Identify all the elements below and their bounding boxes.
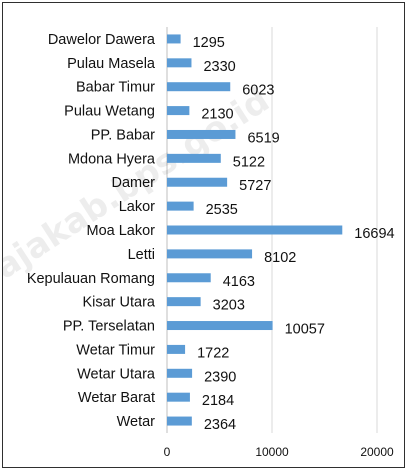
category-label: Pulau Masela [67,56,156,72]
bar [167,416,192,426]
category-label: Lakor [119,199,155,215]
category-label: Pulau Wetang [64,104,155,120]
category-label: Wetar Barat [78,390,155,406]
category-label: Wetar Utara [77,366,156,382]
value-label: 1295 [193,35,225,51]
category-label: PP. Terselatan [63,319,155,335]
value-label: 10057 [285,322,325,338]
category-label: Letti [128,247,155,263]
category-label: Kepulauan Romang [27,271,155,287]
bar [167,58,192,68]
value-label: 2364 [204,417,236,433]
chart-frame: ajakab.bps.go.id 0 10000 20000 Dawelor Dawe… [2,2,405,468]
category-label: Babar Timur [76,80,155,96]
bar [167,368,193,378]
bar [167,225,343,235]
bar [167,344,186,354]
bar [167,297,201,307]
bar [167,249,253,259]
value-label: 2535 [206,202,238,218]
bar [167,201,194,211]
value-label: 6519 [247,130,279,146]
category-label: Kisar Utara [82,295,155,311]
labels: 0 10000 20000 Dawelor Dawera 1295 Pulau Masel… [27,32,395,459]
category-label: Wetar Timur [76,342,155,358]
category-label: PP. Babar [91,127,155,143]
category-label: Damer [111,175,155,191]
category-label: Dawelor Dawera [48,32,156,48]
bar [167,321,273,331]
bar [167,129,236,139]
value-label: 2184 [202,393,234,409]
x-tick-label: 10000 [255,445,289,459]
category-label: Wetar [117,414,156,430]
x-tick-label: 20000 [360,445,394,459]
x-tick-label: 0 [164,445,171,459]
value-label: 2330 [203,59,235,75]
value-label: 1722 [197,345,229,361]
bar [167,392,190,402]
value-label: 5122 [233,154,265,170]
value-label: 4163 [223,274,255,290]
bar [167,34,181,44]
value-label: 8102 [264,250,296,266]
bar [167,82,231,92]
bar [167,106,190,116]
bar [167,153,221,163]
category-label: Mdona Hyera [68,151,156,167]
value-label: 3203 [213,298,245,314]
value-label: 5727 [239,178,271,194]
category-label: Moa Lakor [86,223,155,239]
value-label: 2130 [201,107,233,123]
value-label: 2390 [204,369,236,385]
value-label: 16694 [354,226,394,242]
value-label: 6023 [242,83,274,99]
bars [167,34,343,426]
bar [167,177,228,187]
bar [167,273,211,283]
